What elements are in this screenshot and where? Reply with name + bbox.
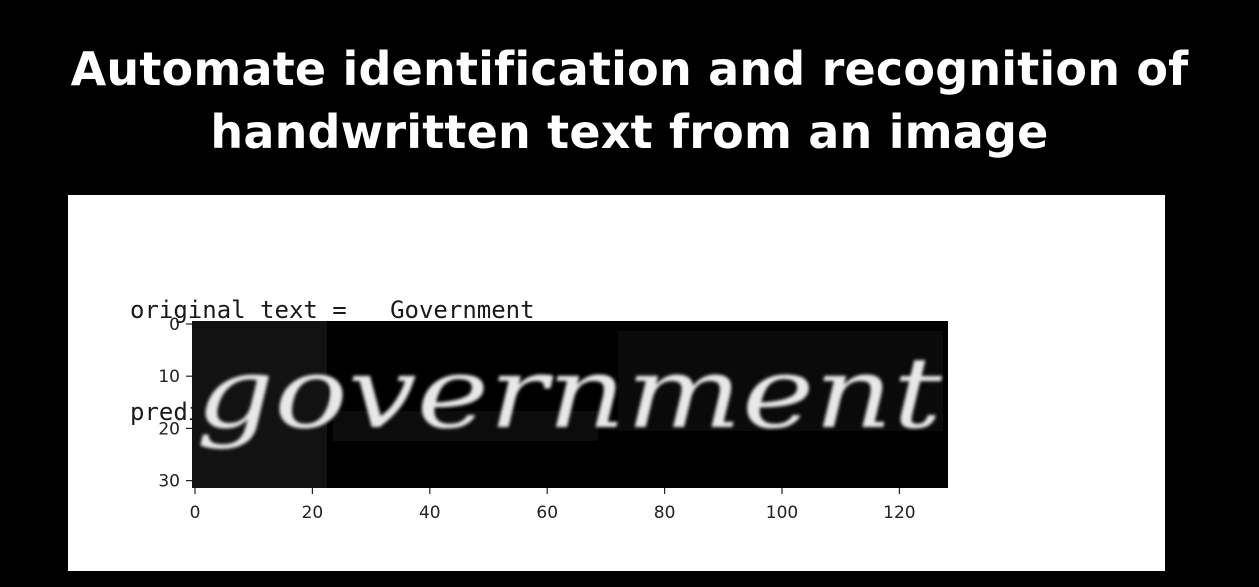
notebook-output-panel: original_text = Government predicted tex… — [68, 195, 1165, 571]
x-tick-label: 40 — [419, 503, 441, 523]
plot-axes: 0 20 40 60 80 100 120 0 10 20 30 — [158, 315, 915, 523]
word-segment-bg — [618, 331, 943, 431]
word-segment-bg — [333, 411, 598, 441]
x-tick-label: 60 — [536, 503, 558, 523]
image-plot: government 0 20 40 60 80 100 120 0 10 20 30 — [158, 315, 948, 523]
handwritten-word-image: government — [196, 337, 943, 451]
x-tick-label: 80 — [654, 503, 676, 523]
slide-title-line-1: Automate identification and recognition … — [70, 42, 1189, 96]
x-tick-label: 120 — [883, 503, 915, 523]
slide-title-line-2: handwritten text from an image — [210, 105, 1049, 159]
slide-title: Automate identification and recognition … — [0, 38, 1259, 164]
y-tick-label: 0 — [169, 315, 180, 335]
x-tick-label: 20 — [302, 503, 324, 523]
y-tick-label: 20 — [158, 419, 180, 439]
word-segment-bg — [192, 321, 327, 488]
x-tick-label: 100 — [766, 503, 798, 523]
y-tick-label: 10 — [158, 367, 180, 387]
y-tick-label: 30 — [158, 472, 180, 492]
original-text-line: original_text = Government — [130, 296, 535, 324]
x-tick-label: 0 — [190, 503, 201, 523]
